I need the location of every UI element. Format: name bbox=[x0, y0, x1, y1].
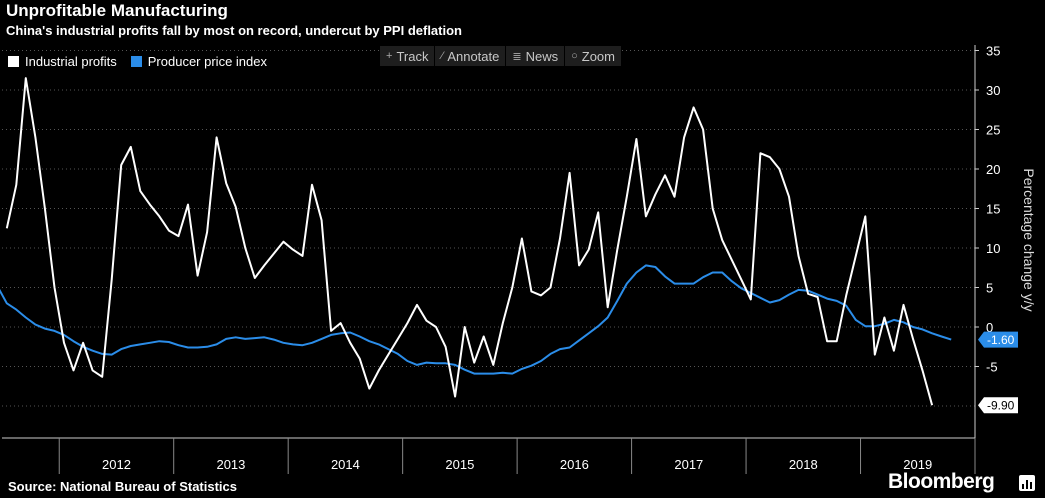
y-tick-label-1: 30 bbox=[986, 83, 1000, 98]
annotate-button[interactable]: ⁄ Annotate bbox=[435, 46, 507, 66]
magnifier-icon: ○ bbox=[571, 50, 578, 62]
legend-item-profits[interactable]: Industrial profits bbox=[8, 54, 117, 69]
zoom-button[interactable]: ○ Zoom bbox=[565, 46, 622, 66]
chart-toolbar: + Track ⁄ Annotate ≣ News ○ Zoom bbox=[380, 46, 622, 66]
news-icon: ≣ bbox=[512, 50, 522, 63]
source-note: Source: National Bureau of Statistics bbox=[8, 479, 237, 494]
bar-chart-icon bbox=[1019, 475, 1035, 491]
legend: Industrial profits Producer price index bbox=[8, 54, 267, 69]
y-tick-label-6: 5 bbox=[986, 281, 993, 296]
legend-label-ppi: Producer price index bbox=[147, 54, 267, 69]
legend-swatch-profits bbox=[8, 56, 19, 67]
y-axis-label: Percentage change y/y bbox=[1021, 168, 1037, 312]
year-label-6: 2018 bbox=[789, 457, 818, 472]
news-button[interactable]: ≣ News bbox=[506, 46, 566, 66]
y-tick-label-3: 20 bbox=[986, 162, 1000, 177]
y-tick-label-0: 35 bbox=[986, 44, 1000, 59]
last-value-tag-profits bbox=[978, 397, 1018, 414]
year-label-7: 2019 bbox=[903, 457, 932, 472]
year-label-4: 2016 bbox=[560, 457, 589, 472]
series-line-profits bbox=[5, 77, 934, 406]
y-tick-label-4: 15 bbox=[986, 202, 1000, 217]
legend-swatch-ppi bbox=[130, 56, 142, 67]
track-label: Track bbox=[396, 48, 429, 64]
annotate-label: Annotate bbox=[447, 48, 500, 64]
crosshair-icon: + bbox=[386, 50, 393, 62]
chart-title: Unprofitable Manufacturing bbox=[6, 1, 228, 20]
y-tick-label-8: -5 bbox=[986, 360, 998, 375]
year-label-0: 2012 bbox=[102, 457, 131, 472]
last-value-label-profits: -9.90 bbox=[987, 399, 1015, 413]
track-button[interactable]: + Track bbox=[380, 46, 436, 66]
series-line-ppi bbox=[0, 264, 952, 375]
last-value-tag-ppi bbox=[978, 331, 1018, 348]
zoom-label: Zoom bbox=[581, 48, 615, 64]
legend-label-profits: Industrial profits bbox=[25, 54, 117, 69]
year-label-3: 2015 bbox=[445, 457, 474, 472]
legend-item-ppi[interactable]: Producer price index bbox=[130, 54, 267, 69]
news-label: News bbox=[525, 48, 559, 64]
last-value-label-ppi: -1.60 bbox=[987, 333, 1015, 347]
y-tick-label-2: 25 bbox=[986, 123, 1000, 138]
y-tick-label-7: 0 bbox=[986, 320, 993, 335]
pencil-icon: ⁄ bbox=[441, 50, 444, 62]
year-label-5: 2017 bbox=[674, 457, 703, 472]
chart-subtitle: China's industrial profits fall by most … bbox=[6, 23, 462, 38]
year-label-1: 2013 bbox=[216, 457, 245, 472]
y-tick-label-5: 10 bbox=[986, 241, 1000, 256]
brand-logo: Bloomberg bbox=[888, 470, 995, 493]
year-label-2: 2014 bbox=[331, 457, 360, 472]
